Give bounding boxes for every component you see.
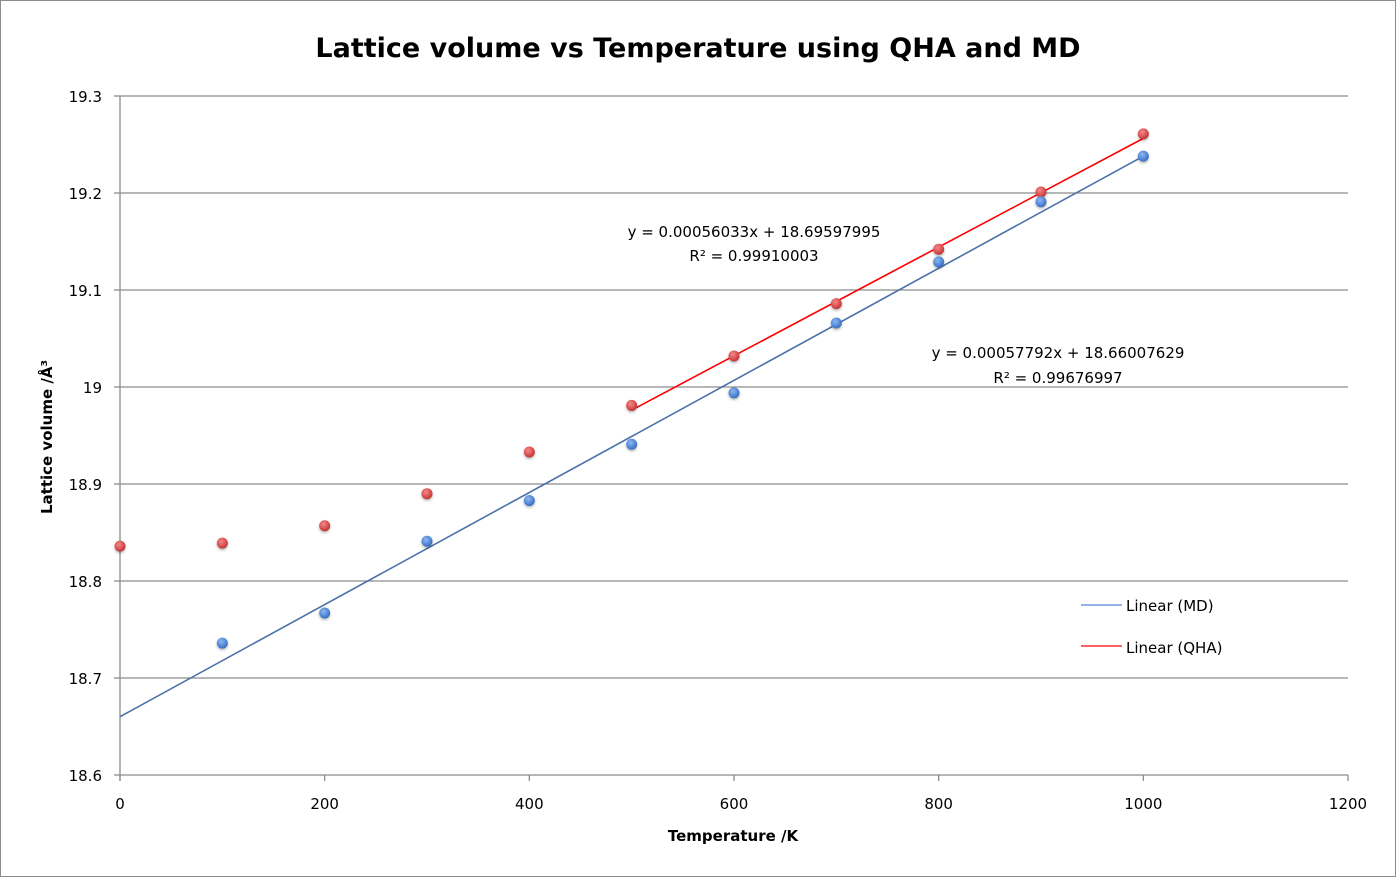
trendlines (119, 137, 1144, 718)
data-point-md (830, 317, 842, 329)
legend-label-qha: Linear (QHA) (1126, 639, 1222, 657)
data-point-qha (933, 243, 945, 255)
data-point-md (728, 387, 740, 399)
data-point-qha (626, 399, 638, 411)
data-point-qha (114, 540, 126, 552)
data-point-qha (421, 488, 433, 500)
data-point-qha (728, 350, 740, 362)
y-axis-title: Lattice volume /Å³ (37, 360, 56, 514)
x-tick-label: 1200 (1329, 795, 1367, 813)
trendline-linear-md (119, 155, 1144, 718)
y-tick-label: 19.2 (69, 185, 102, 203)
data-point-qha (216, 537, 228, 549)
x-tick-label: 600 (720, 795, 749, 813)
qha-equation: y = 0.00056033x + 18.69597995 (628, 223, 881, 241)
data-point-md (319, 607, 331, 619)
legend: Linear (MD) Linear (QHA) (1081, 597, 1222, 657)
md-equation: y = 0.00057792x + 18.66007629 (932, 344, 1185, 362)
data-point-md (523, 494, 535, 506)
data-point-qha (1137, 128, 1149, 140)
y-tick-label: 18.7 (69, 670, 102, 688)
y-tick-label: 18.6 (69, 767, 102, 785)
data-point-md (1137, 150, 1149, 162)
y-axis-ticks: 18.6 18.7 18.8 18.9 19 19.1 19.2 19.3 (69, 88, 120, 785)
data-points (114, 128, 1149, 649)
x-axis-title: Temperature /K (668, 827, 800, 845)
x-axis-ticks: 0 200 400 600 800 1000 1200 (115, 775, 1367, 813)
legend-label-md: Linear (MD) (1126, 597, 1214, 615)
data-point-md (216, 637, 228, 649)
x-tick-label: 1000 (1124, 795, 1162, 813)
y-tick-label: 19.1 (69, 282, 102, 300)
x-tick-label: 0 (115, 795, 125, 813)
x-tick-label: 400 (515, 795, 544, 813)
data-point-qha (319, 520, 331, 532)
y-tick-label: 19 (83, 379, 102, 397)
y-tick-label: 18.9 (69, 476, 102, 494)
gridlines (120, 95, 1348, 679)
data-point-qha (1035, 186, 1047, 198)
data-point-qha (523, 446, 535, 458)
y-tick-label: 19.3 (69, 88, 102, 106)
y-tick-label: 18.8 (69, 573, 102, 591)
data-point-qha (830, 298, 842, 310)
trendline-equation-qha: y = 0.00056033x + 18.69597995 R² = 0.999… (628, 223, 881, 265)
data-point-md (1035, 196, 1047, 208)
qha-r-squared: R² = 0.99910003 (689, 247, 818, 265)
x-tick-label: 200 (310, 795, 339, 813)
md-r-squared: R² = 0.99676997 (993, 369, 1122, 387)
data-point-md (933, 256, 945, 268)
data-point-md (421, 535, 433, 547)
data-point-md (626, 438, 638, 450)
trendline-linear-qha (631, 137, 1144, 411)
trendline-equation-md: y = 0.00057792x + 18.66007629 R² = 0.996… (932, 344, 1185, 387)
x-tick-label: 800 (924, 795, 953, 813)
chart-title: Lattice volume vs Temperature using QHA … (315, 33, 1080, 64)
